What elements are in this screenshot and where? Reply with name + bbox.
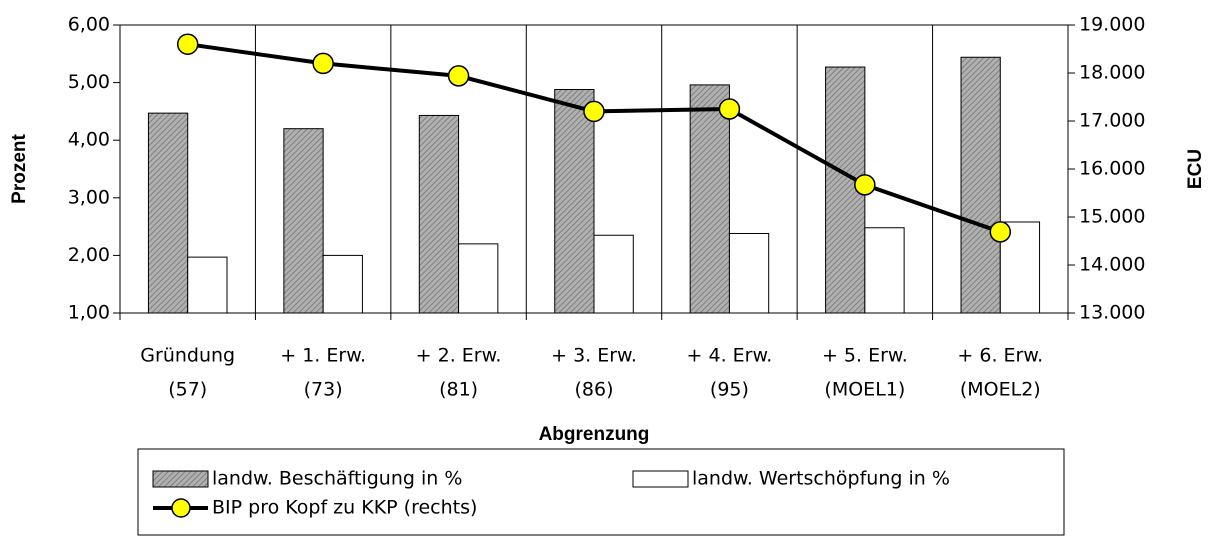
x-tick-label: (95) xyxy=(710,379,749,401)
bar xyxy=(728,233,770,314)
line-marker xyxy=(989,221,1012,243)
y-tick-label: 2,00 xyxy=(68,244,110,266)
x-tick-label: + 2. Erw. xyxy=(416,345,502,367)
x-tick-label: + 6. Erw. xyxy=(957,345,1043,367)
x-tick-label: (57) xyxy=(168,379,207,401)
y-tick-label: 1,00 xyxy=(68,302,110,324)
x-tick-label: + 4. Erw. xyxy=(687,345,773,367)
bar xyxy=(864,227,905,314)
y2-tick-label: 18.000 xyxy=(1079,62,1145,84)
x-axis-title: Abgrenzung xyxy=(539,424,650,445)
legend-swatch xyxy=(632,470,689,488)
bar xyxy=(689,84,730,314)
x-tick-label: (86) xyxy=(574,379,613,401)
line-marker xyxy=(176,33,199,55)
y2-tick-label: 13.000 xyxy=(1079,302,1145,324)
y2-tick-label: 17.000 xyxy=(1079,110,1145,132)
x-tick-label: (73) xyxy=(304,379,343,401)
y-tick-label: 6,00 xyxy=(68,14,110,36)
y2-tick-label: 15.000 xyxy=(1079,206,1145,228)
y2-tick-label: 16.000 xyxy=(1079,158,1145,180)
x-tick-label: + 3. Erw. xyxy=(551,345,637,367)
line-marker xyxy=(312,52,334,75)
legend-label: BIP pro Kopf zu KKP (rechts) xyxy=(212,497,477,519)
line-marker xyxy=(583,100,605,123)
line-marker xyxy=(854,174,876,196)
legend-label: landw. Wertschöpfung in % xyxy=(692,468,950,490)
bar xyxy=(554,89,595,314)
x-tick-label: (81) xyxy=(439,379,478,401)
x-tick-label: (MOEL2) xyxy=(960,379,1041,401)
legend xyxy=(137,448,1065,536)
legend-marker xyxy=(171,498,191,518)
x-tick-label: Gründung xyxy=(140,345,235,367)
bar xyxy=(593,234,634,314)
bar xyxy=(458,243,499,314)
bar xyxy=(322,254,363,314)
bar xyxy=(147,112,189,314)
y2-tick-label: 19.000 xyxy=(1079,14,1145,36)
line-marker xyxy=(447,65,470,87)
x-tick-label: + 5. Erw. xyxy=(822,345,908,367)
line-marker xyxy=(718,98,741,120)
bar xyxy=(418,114,460,314)
y-tick-label: 5,00 xyxy=(68,71,110,93)
y-tick-label: 4,00 xyxy=(68,129,110,151)
y-tick-label: 3,00 xyxy=(68,186,110,208)
y-axis-title: Prozent xyxy=(9,133,30,203)
bar xyxy=(960,56,1001,314)
bar xyxy=(283,128,324,314)
x-tick-label: (MOEL1) xyxy=(824,379,905,401)
y2-axis-title: ECU xyxy=(1185,149,1206,189)
x-tick-label: + 1. Erw. xyxy=(280,345,366,367)
y2-tick-label: 14.000 xyxy=(1079,254,1145,276)
bar xyxy=(187,256,228,314)
legend-label: landw. Beschäftigung in % xyxy=(212,468,462,490)
legend-swatch xyxy=(152,470,209,488)
